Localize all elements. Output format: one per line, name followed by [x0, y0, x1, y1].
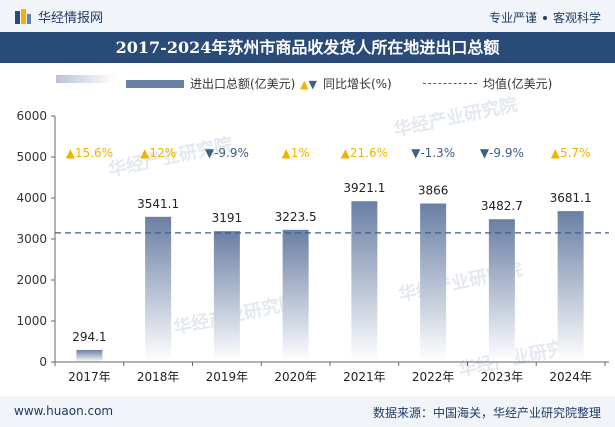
y-tick-label: 4000 [16, 191, 47, 205]
x-tick-label: 2024年 [549, 370, 592, 384]
y-tick-label: 0 [39, 355, 47, 369]
triangle-up-icon: ▲ [140, 146, 150, 160]
x-tick-label: 2022年 [412, 370, 455, 384]
legend-average-swatch [423, 83, 477, 84]
y-tick-label: 6000 [16, 109, 47, 123]
legend-growth-icons: ▲▼ [300, 77, 317, 91]
y-tick-label: 5000 [16, 150, 47, 164]
growth-label: ▲21.6% [341, 146, 388, 160]
value-label: 3866 [418, 183, 449, 197]
y-axis: 0 1000 2000 3000 4000 5000 6000 [16, 109, 56, 369]
legend-bar: 进出口总额(亿美元) [126, 75, 295, 92]
triangle-down-icon: ▼ [411, 146, 421, 160]
value-label: 294.1 [72, 330, 106, 344]
bar-chart: 华经产业研究院华经产业研究院华经产业研究院华经产业研究院华经产业研究院 0100… [16, 96, 609, 384]
bar-2020年 [282, 229, 309, 362]
x-tick-label: 2023年 [481, 370, 524, 384]
legend-average-label: 均值(亿美元) [483, 77, 553, 91]
growth-value: 21.6% [350, 146, 388, 160]
triangle-up-icon: ▲ [300, 77, 309, 91]
growth-labels: ▲15.6% ▲12% ▼-9.9% ▲1% ▲21.6% ▼-1.3% ▼-9.9% ▲5.… [66, 146, 591, 160]
growth-label: ▲1% [281, 146, 309, 160]
triangle-down-icon: ▼ [308, 77, 317, 91]
legend-growth: ▲▼ 同比增长(%) [300, 75, 392, 92]
growth-label: ▲15.6% [66, 146, 113, 160]
triangle-up-icon: ▲ [281, 146, 291, 160]
triangle-up-icon: ▲ [66, 146, 76, 160]
legend-gradient-swatch [56, 75, 116, 83]
legend-bar-label: 进出口总额(亿美元) [190, 77, 296, 91]
bar-2017年 [76, 349, 103, 362]
growth-value: -9.9% [489, 146, 524, 160]
bar-2018年 [145, 216, 172, 362]
value-label: 3921.1 [343, 181, 385, 195]
brand-logo-icon [15, 8, 31, 24]
bar-2023年 [488, 219, 515, 362]
brand[interactable]: 华经情报网 [14, 7, 103, 26]
triangle-up-icon: ▲ [551, 146, 561, 160]
value-label: 3191 [212, 211, 243, 225]
triangle-up-icon: ▲ [341, 146, 351, 160]
chart-title: 2017-2024年苏州市商品收发货人所在地进出口总额 [0, 32, 615, 63]
growth-value: 5.7% [560, 146, 591, 160]
growth-value: 1% [291, 146, 310, 160]
growth-label: ▲5.7% [551, 146, 591, 160]
slogan-left: 专业严谨 [488, 11, 537, 25]
value-label: 3541.1 [137, 197, 179, 211]
growth-value: 15.6% [75, 146, 113, 160]
x-tick-label: 2019年 [206, 370, 249, 384]
top-bar: 华经情报网 专业严谨 客观科学 [0, 0, 615, 32]
growth-value: -9.9% [214, 146, 249, 160]
growth-value: 12% [149, 146, 176, 160]
triangle-down-icon: ▼ [480, 146, 490, 160]
x-tick-label: 2020年 [274, 370, 317, 384]
bar-2022年 [420, 203, 447, 362]
x-tick-label: 2021年 [343, 370, 386, 384]
footer: www.huaon.com 数据来源：中国海关，华经产业研究院整理 [0, 396, 615, 427]
triangle-down-icon: ▼ [205, 146, 215, 160]
value-label: 3482.7 [481, 199, 523, 213]
footer-website-link[interactable]: www.huaon.com [14, 404, 114, 418]
growth-label: ▲12% [140, 146, 176, 160]
chart-legend: 进出口总额(亿美元) ▲▼ 同比增长(%) 均值(亿美元) [0, 72, 615, 96]
growth-label: ▼-1.3% [411, 146, 455, 160]
watermark-text: 华经产业研究院 [391, 96, 519, 141]
x-axis: 2017年 2018年 2019年 2020年 2021年 2022年 2023年 2024年 [54, 361, 609, 384]
data-labels: 294.1 3541.1 3191 3223.5 3921.1 3866 3482.7 368… [72, 181, 591, 344]
value-label: 3681.1 [550, 191, 592, 205]
legend-gradient-bar [56, 75, 116, 83]
legend-bar-swatch [126, 79, 184, 88]
y-tick-label: 2000 [16, 273, 47, 287]
slogan: 专业严谨 客观科学 [489, 9, 601, 26]
x-tick-label: 2018年 [137, 370, 180, 384]
legend-average: 均值(亿美元) [423, 75, 552, 92]
bar-2024年 [557, 211, 584, 362]
bars [76, 201, 584, 362]
growth-value: -1.3% [420, 146, 455, 160]
legend-growth-label: 同比增长(%) [322, 77, 392, 91]
bar-2019年 [213, 231, 240, 362]
x-tick-label: 2017年 [68, 370, 111, 384]
growth-label: ▼-9.9% [205, 146, 249, 160]
brand-name: 华经情报网 [38, 11, 104, 26]
value-label: 3223.5 [275, 210, 317, 224]
footer-source: 数据来源：中国海关，华经产业研究院整理 [372, 406, 601, 420]
growth-label: ▼-9.9% [480, 146, 524, 160]
y-tick-label: 1000 [16, 314, 47, 328]
bar-2021年 [351, 201, 378, 362]
separator-dot-icon [542, 15, 547, 20]
y-tick-label: 3000 [16, 232, 47, 246]
slogan-right: 客观科学 [552, 11, 601, 25]
